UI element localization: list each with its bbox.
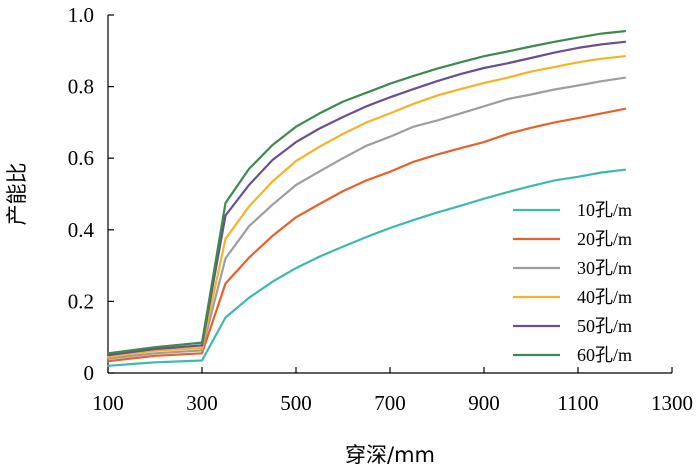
x-tick-label: 500 — [280, 391, 312, 415]
y-tick-label: 0.8 — [68, 75, 94, 99]
legend-label: 60孔/m — [577, 345, 632, 365]
legend-label: 10孔/m — [577, 200, 632, 220]
y-tick-label: 0.6 — [68, 146, 94, 170]
x-tick-label: 700 — [374, 391, 406, 415]
y-tick-label: 0 — [84, 361, 95, 385]
series-line-2 — [106, 107, 627, 363]
x-tick-label: 300 — [186, 391, 218, 415]
x-tick-label: 1100 — [557, 391, 598, 415]
y-tick-label: 0.2 — [68, 289, 94, 313]
y-axis-title: 产能比 — [5, 163, 29, 226]
x-tick-label: 100 — [92, 391, 124, 415]
series-line-4 — [106, 55, 627, 358]
series-line-1 — [106, 168, 627, 367]
legend-label: 50孔/m — [577, 316, 632, 336]
series-line-3 — [106, 76, 627, 360]
legend-label: 40孔/m — [577, 287, 632, 307]
legend-label: 30孔/m — [577, 258, 632, 278]
x-tick-label: 1300 — [651, 391, 693, 415]
x-axis-title: 穿深/mm — [345, 443, 435, 467]
series-lines — [106, 30, 627, 367]
legend-label: 20孔/m — [577, 229, 632, 249]
x-tick-label: 900 — [468, 391, 500, 415]
legend: 10孔/m 20孔/m 30孔/m 40孔/m 50孔/m 60孔/m — [513, 200, 632, 365]
x-ticks: 100 300 500 700 900 1100 1300 — [92, 367, 693, 415]
series-line-6 — [106, 30, 627, 355]
y-ticks: 0 0.2 0.4 0.6 0.8 1.0 — [68, 3, 114, 385]
y-tick-label: 1.0 — [68, 3, 94, 27]
y-tick-label: 0.4 — [68, 218, 95, 242]
series-line-5 — [106, 40, 627, 357]
